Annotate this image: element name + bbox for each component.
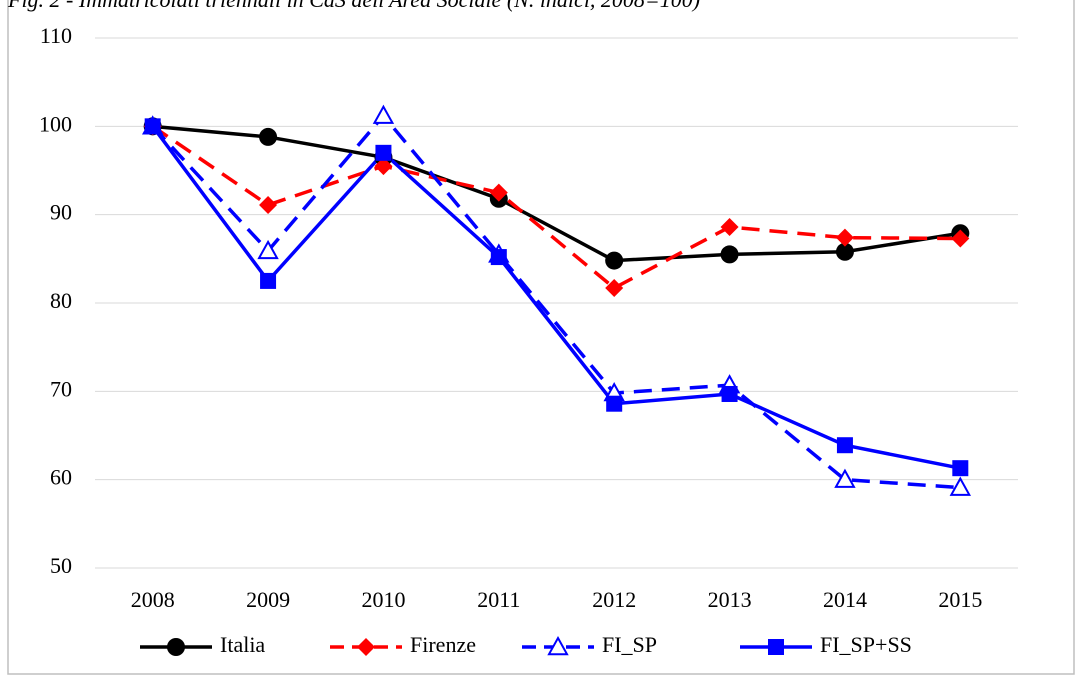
x-tick-label: 2012 [592,587,636,612]
data-point [490,249,507,266]
data-point [260,272,277,289]
data-point [605,251,624,270]
legend-marker [167,638,185,656]
x-tick-label: 2013 [708,587,752,612]
data-point [257,239,279,260]
x-tick-label: 2015 [938,587,982,612]
data-point [949,476,972,496]
data-point [952,460,969,477]
y-tick-label: 90 [50,200,72,225]
legend-label: FI_SP+SS [820,632,912,657]
legend-label: Italia [220,632,265,657]
data-point [259,195,278,214]
data-point [720,245,739,264]
data-point [721,385,738,402]
y-tick-label: 80 [50,288,72,313]
legend-label: FI_SP [602,632,657,657]
chart-title: Fig. 2 - Immatricolati triennali in CdS … [7,0,700,12]
x-tick-label: 2008 [131,587,175,612]
y-tick-label: 50 [50,553,72,578]
series-line [151,124,961,291]
data-point [375,144,392,161]
y-tick-label: 70 [50,376,72,401]
data-point [374,157,393,176]
legend-marker [357,638,375,656]
legend-label: Firenze [410,632,476,657]
data-point [835,228,854,247]
series-line [151,125,961,470]
data-point [489,183,508,202]
chart-frame [7,0,1075,675]
data-point [835,242,854,261]
data-point [605,278,624,297]
x-tick-label: 2011 [477,587,520,612]
data-point [836,437,853,454]
legend-marker [768,639,784,655]
data-point [372,104,395,124]
y-tick-label: 110 [40,23,72,48]
data-point [951,229,970,248]
x-tick-label: 2010 [361,587,405,612]
series-line [151,113,961,490]
x-tick-label: 2014 [823,587,867,612]
data-point [144,118,161,135]
y-tick-label: 60 [50,465,72,490]
data-point [259,127,278,146]
data-point [606,395,623,412]
series-line [152,124,961,263]
legend-marker [547,635,569,656]
data-point [834,468,856,488]
x-tick-label: 2009 [246,587,290,612]
y-tick-label: 100 [39,111,72,136]
data-point [720,218,739,237]
